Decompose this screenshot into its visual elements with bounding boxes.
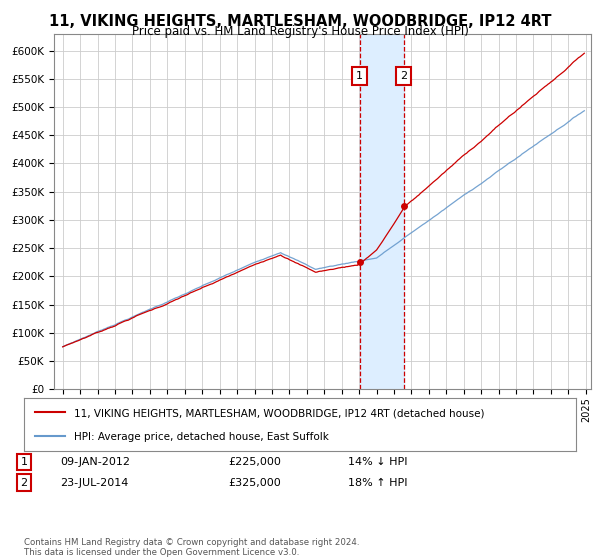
Text: £325,000: £325,000 (228, 478, 281, 488)
Bar (360, 34, 404, 389)
Text: 14% ↓ HPI: 14% ↓ HPI (348, 457, 407, 467)
Text: Contains HM Land Registry data © Crown copyright and database right 2024.
This d: Contains HM Land Registry data © Crown c… (24, 538, 359, 557)
Text: 18% ↑ HPI: 18% ↑ HPI (348, 478, 407, 488)
Text: 1: 1 (20, 457, 28, 467)
Text: 09-JAN-2012: 09-JAN-2012 (60, 457, 130, 467)
Text: £225,000: £225,000 (228, 457, 281, 467)
Text: 1: 1 (356, 71, 364, 81)
Text: 23-JUL-2014: 23-JUL-2014 (60, 478, 128, 488)
Text: 2: 2 (20, 478, 28, 488)
Text: 11, VIKING HEIGHTS, MARTLESHAM, WOODBRIDGE, IP12 4RT (detached house): 11, VIKING HEIGHTS, MARTLESHAM, WOODBRID… (74, 409, 484, 418)
Text: HPI: Average price, detached house, East Suffolk: HPI: Average price, detached house, East… (74, 432, 329, 442)
Text: 11, VIKING HEIGHTS, MARTLESHAM, WOODBRIDGE, IP12 4RT: 11, VIKING HEIGHTS, MARTLESHAM, WOODBRID… (49, 14, 551, 29)
Text: 2: 2 (400, 71, 407, 81)
Text: Price paid vs. HM Land Registry's House Price Index (HPI): Price paid vs. HM Land Registry's House … (131, 25, 469, 38)
